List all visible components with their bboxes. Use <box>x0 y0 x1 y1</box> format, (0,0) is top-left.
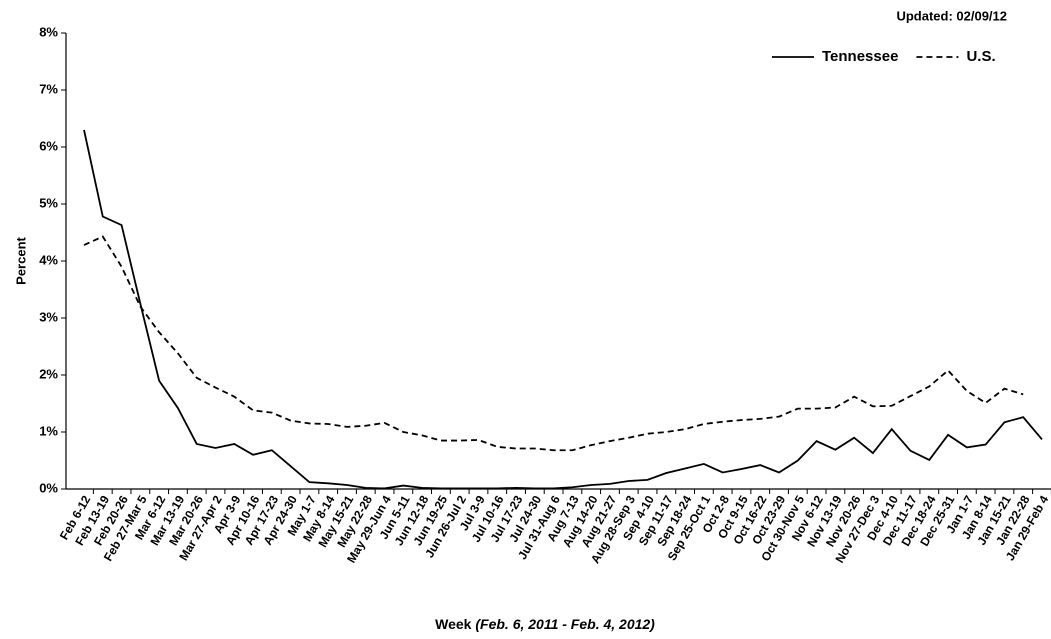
y-tick-label: 5% <box>39 195 58 210</box>
y-tick-label: 2% <box>39 366 58 381</box>
series-line <box>83 235 1024 452</box>
y-tick-label: 0% <box>39 480 58 495</box>
y-tick-label: 1% <box>39 423 58 438</box>
y-tick-label: 4% <box>39 252 58 267</box>
y-tick-label: 6% <box>39 138 58 153</box>
y-tick-label: 7% <box>39 81 58 96</box>
x-axis-label-main: Week <box>435 616 472 632</box>
updated-note: Updated: 02/09/12 <box>896 8 1007 23</box>
y-tick-label: 3% <box>39 309 58 324</box>
y-axis-label: Percent <box>13 236 28 284</box>
legend-label: U.S. <box>966 48 995 65</box>
x-axis-label: Week (Feb. 6, 2011 - Feb. 4, 2012) <box>435 616 655 632</box>
x-axis-label-note: (Feb. 6, 2011 - Feb. 4, 2012) <box>475 616 655 632</box>
legend-label: Tennessee <box>822 48 898 65</box>
y-tick-label: 8% <box>39 24 58 39</box>
series-line <box>83 129 1043 490</box>
